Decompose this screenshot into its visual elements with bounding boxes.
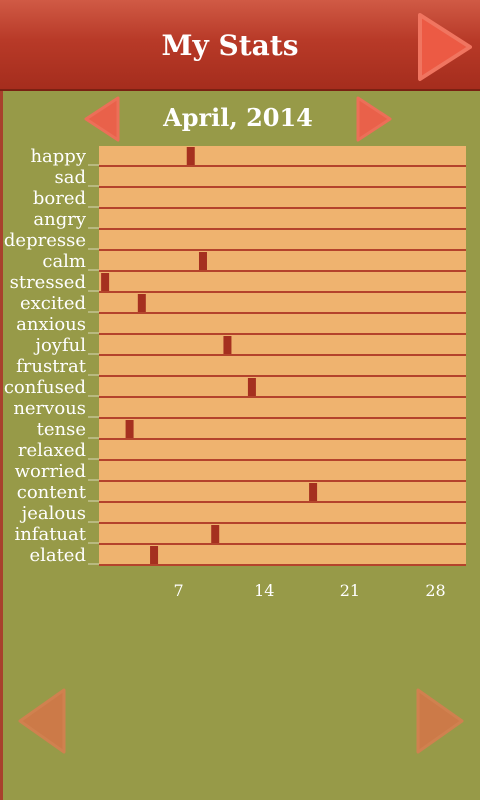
chart-row-divider	[99, 564, 466, 566]
chart-row-divider	[99, 459, 466, 461]
mood-marker	[309, 483, 318, 501]
chart-row-bar	[99, 377, 466, 396]
mood-marker	[247, 378, 256, 396]
row-label: happy	[30, 146, 86, 167]
row-label: depresse	[4, 230, 86, 251]
arrow-left-icon[interactable]	[84, 96, 120, 142]
chart-row-bar	[99, 146, 466, 165]
chart-row-bar	[99, 335, 466, 354]
chart-row-bar	[99, 272, 466, 291]
chart-row-divider	[99, 291, 466, 293]
row-label: joyful	[33, 335, 86, 356]
chart-row-bar	[99, 524, 466, 543]
header-bar: My Stats	[0, 0, 480, 91]
row-label: worried	[15, 461, 86, 482]
chart-row-divider	[99, 438, 466, 440]
chart-row-divider	[99, 186, 466, 188]
arrow-left-icon[interactable]	[18, 688, 66, 754]
chart-row-divider	[99, 228, 466, 230]
chart-row-divider	[99, 270, 466, 272]
page-title: My Stats	[161, 29, 299, 62]
mood-chart: happysadboredangrydepressecalmstressedex…	[4, 146, 466, 600]
mood-marker	[198, 252, 207, 270]
row-label: sad	[55, 167, 87, 188]
row-label: infatuat	[14, 524, 86, 545]
row-label: tense	[37, 419, 86, 440]
row-label: relaxed	[18, 440, 86, 461]
left-edge-stripe	[0, 91, 3, 800]
chart-row-bar	[99, 314, 466, 333]
row-label: content	[17, 482, 87, 503]
month-label: April, 2014	[163, 103, 313, 132]
chart-row-divider	[99, 165, 466, 167]
row-label: stressed	[10, 272, 86, 293]
chart-row-divider	[99, 543, 466, 545]
mood-marker	[186, 147, 195, 165]
chart-row-divider	[99, 480, 466, 482]
chart-row-divider	[99, 312, 466, 314]
x-tick-label: 28	[425, 581, 445, 600]
chart-row-bar	[99, 167, 466, 186]
chart-row-divider	[99, 354, 466, 356]
mood-marker	[223, 336, 232, 354]
chart-row-divider	[99, 207, 466, 209]
chart-row-bar	[99, 293, 466, 312]
chart-row-divider	[99, 417, 466, 419]
row-label: calm	[42, 251, 86, 272]
row-label: nervous	[13, 398, 86, 419]
row-label: angry	[33, 209, 86, 230]
mood-marker	[137, 294, 146, 312]
chart-row-bar	[99, 482, 466, 501]
chart-row-divider	[99, 375, 466, 377]
row-label: confused	[4, 377, 86, 398]
chart-row-bar	[99, 188, 466, 207]
row-label: jealous	[20, 503, 86, 524]
chart-row-divider	[99, 522, 466, 524]
row-label: frustrat	[16, 356, 87, 377]
row-label: bored	[33, 188, 86, 209]
row-label: elated	[29, 545, 86, 566]
chart-row-bar	[99, 398, 466, 417]
row-label: anxious	[16, 314, 86, 335]
chart-row-bar	[99, 419, 466, 438]
chart-row-bar	[99, 440, 466, 459]
chart-row-bar	[99, 461, 466, 480]
chart-row-divider	[99, 396, 466, 398]
chart-row-divider	[99, 249, 466, 251]
arrow-right-icon[interactable]	[356, 96, 392, 142]
chart-row-bar	[99, 251, 466, 270]
chart-row-bar	[99, 503, 466, 522]
chart-row-bar	[99, 230, 466, 249]
mood-marker	[150, 546, 159, 564]
mood-marker	[125, 420, 134, 438]
mood-marker	[211, 525, 220, 543]
chart-row-divider	[99, 333, 466, 335]
chart-row-bar	[99, 356, 466, 375]
x-tick-label: 14	[254, 581, 274, 600]
x-tick-label: 21	[340, 581, 360, 600]
chart-row-bar	[99, 209, 466, 228]
row-label: excited	[20, 293, 86, 314]
arrow-right-icon[interactable]	[416, 688, 464, 754]
mood-marker	[101, 273, 110, 291]
chart-row-divider	[99, 501, 466, 503]
arrow-right-icon[interactable]	[418, 9, 472, 85]
chart-row-bar	[99, 545, 466, 564]
x-tick-label: 7	[174, 581, 184, 600]
